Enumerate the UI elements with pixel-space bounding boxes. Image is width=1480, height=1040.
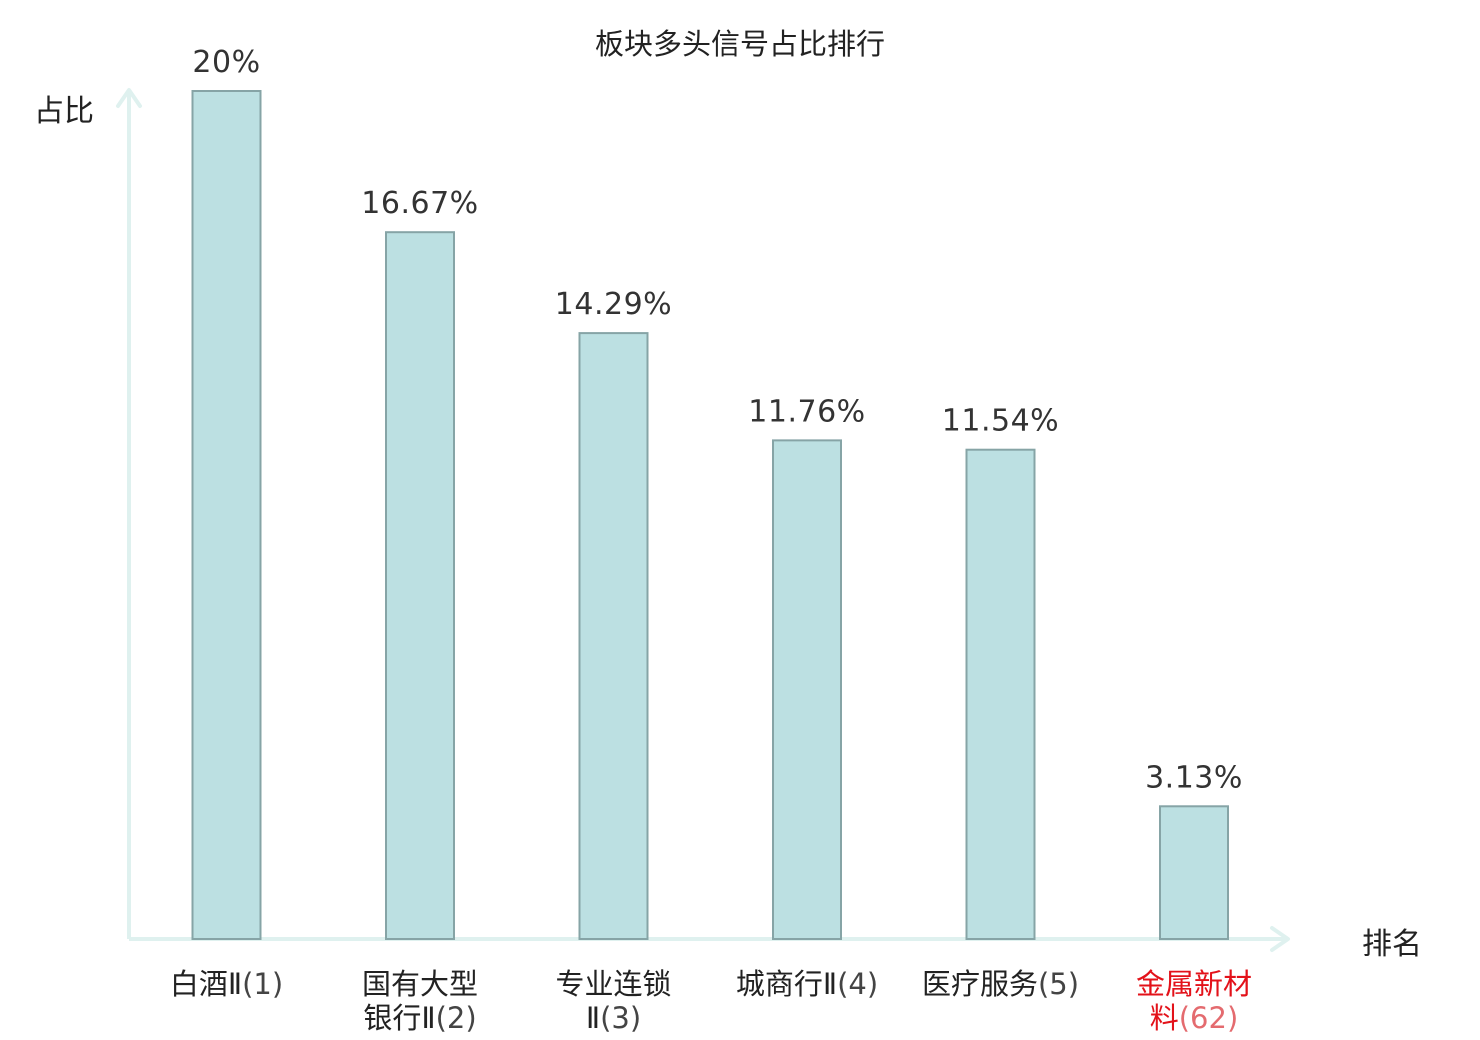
bar — [191, 90, 262, 940]
bar — [1159, 805, 1229, 941]
category-label: 白酒Ⅱ(1) — [170, 967, 283, 1001]
value-label: 3.13% — [1145, 760, 1243, 795]
chart-title: 板块多头信号占比排行 — [595, 27, 885, 61]
value-label: 14.29% — [555, 287, 672, 322]
bar — [578, 332, 649, 940]
axes — [116, 88, 1290, 952]
y-axis-arrow — [116, 88, 142, 108]
category-labels: 白酒Ⅱ(1) 国有大型银行Ⅱ(2) 专业连锁 Ⅱ(3) 城商行Ⅱ(4) 医疗服务(5) 金属… — [170, 967, 1252, 1035]
category-label: 国有大型银行Ⅱ(2) — [362, 967, 478, 1035]
x-axis-arrow — [1270, 926, 1290, 952]
y-axis-label: 占比 — [34, 94, 94, 129]
category-label: 金属新材料(62) — [1136, 967, 1252, 1035]
value-label: 16.67% — [361, 186, 478, 221]
bar — [385, 231, 455, 940]
bar — [772, 439, 842, 940]
category-label: 城商行Ⅱ(4) — [736, 967, 878, 1001]
value-labels: 20% 16.67% 14.29% 11.76% 11.54% 3.13% — [192, 45, 1243, 795]
x-axis-label: 排名 — [1362, 927, 1422, 962]
value-label: 11.54% — [942, 404, 1059, 439]
value-label: 11.76% — [748, 394, 865, 429]
category-label: 医疗服务(5) — [922, 967, 1079, 1001]
value-label: 20% — [192, 45, 260, 80]
bars — [191, 90, 1229, 941]
bar — [965, 448, 1036, 940]
category-label: 专业连锁 Ⅱ(3) — [555, 967, 671, 1035]
